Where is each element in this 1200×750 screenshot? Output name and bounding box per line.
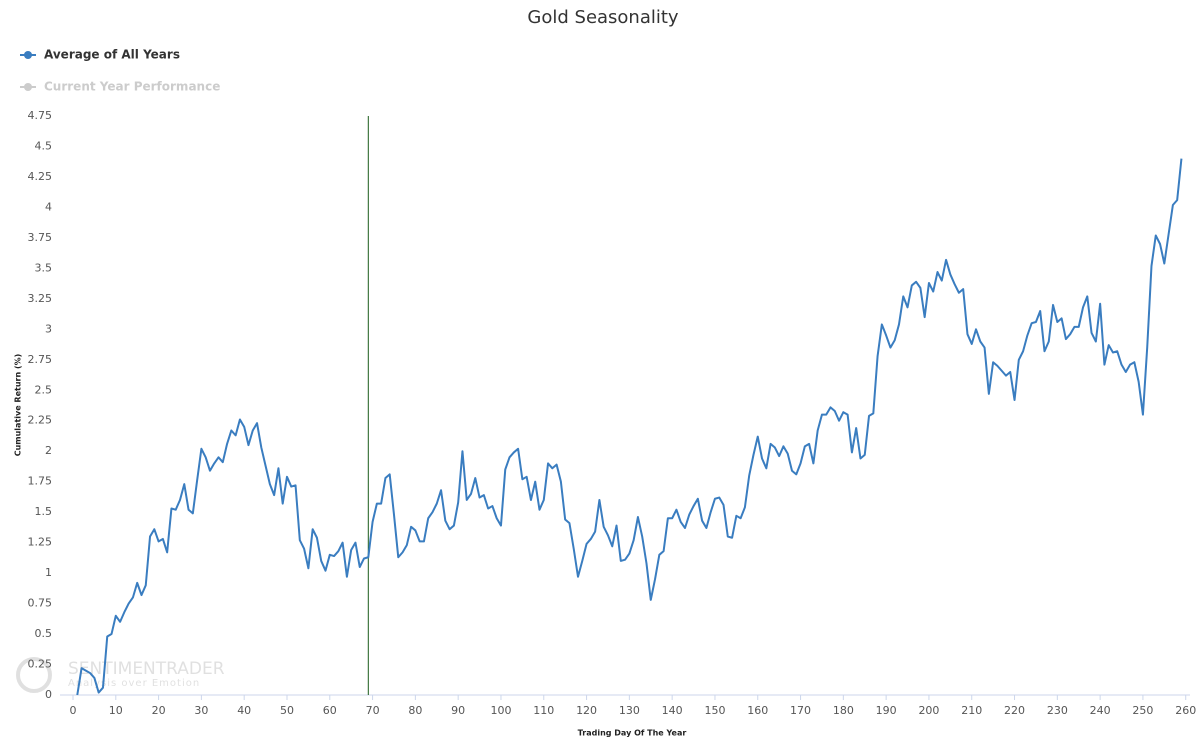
y-tick-label: 3 bbox=[45, 322, 52, 335]
x-tick-label: 50 bbox=[280, 704, 294, 717]
y-tick-label: 4.75 bbox=[28, 109, 53, 122]
y-tick-label: 1 bbox=[45, 566, 52, 579]
x-tick-label: 210 bbox=[961, 704, 982, 717]
x-tick-label: 180 bbox=[833, 704, 854, 717]
legend-label: Average of All Years bbox=[44, 48, 180, 62]
legend-item[interactable]: Average of All Years bbox=[20, 48, 180, 62]
legend-item[interactable]: Current Year Performance bbox=[20, 80, 220, 94]
watermark: SENTIMENTRADER Analysis over Emotion bbox=[16, 657, 225, 693]
x-tick-label: 20 bbox=[152, 704, 166, 717]
data-line bbox=[76, 158, 1183, 696]
x-tick-label: 30 bbox=[194, 704, 208, 717]
x-tick-label: 240 bbox=[1090, 704, 1111, 717]
y-tick-label: 3.5 bbox=[35, 261, 53, 274]
watermark-icon bbox=[16, 657, 52, 693]
x-tick-label: 10 bbox=[109, 704, 123, 717]
x-tick-label: 120 bbox=[576, 704, 597, 717]
x-tick-label: 190 bbox=[876, 704, 897, 717]
x-tick-label: 110 bbox=[533, 704, 554, 717]
x-tick-label: 60 bbox=[323, 704, 337, 717]
watermark-tagline: Analysis over Emotion bbox=[68, 678, 200, 689]
x-tick-label: 150 bbox=[704, 704, 725, 717]
y-tick-label: 1.25 bbox=[28, 536, 53, 549]
y-tick-label: 2.5 bbox=[35, 383, 53, 396]
y-tick-label: 0.25 bbox=[28, 658, 53, 671]
x-tick-label: 170 bbox=[790, 704, 811, 717]
y-axis-title: Cumulative Return (%) bbox=[14, 354, 23, 457]
y-tick-label: 2.25 bbox=[28, 414, 53, 427]
x-tick-label: 200 bbox=[918, 704, 939, 717]
x-tick-label: 220 bbox=[1004, 704, 1025, 717]
y-tick-label: 2.75 bbox=[28, 353, 53, 366]
y-tick-label: 4.5 bbox=[35, 139, 53, 152]
x-tick-label: 160 bbox=[747, 704, 768, 717]
x-tick-label: 80 bbox=[408, 704, 422, 717]
y-tick-label: 0.75 bbox=[28, 597, 53, 610]
x-tick-label: 70 bbox=[366, 704, 380, 717]
y-tick-label: 4 bbox=[45, 200, 52, 213]
watermark-brand: SENTIMENTRADER bbox=[68, 659, 225, 679]
chart-title: Gold Seasonality bbox=[527, 7, 679, 28]
legend-symbol bbox=[24, 83, 32, 91]
y-tick-label: 2 bbox=[45, 444, 52, 457]
x-tick-label: 130 bbox=[619, 704, 640, 717]
y-tick-label: 1.5 bbox=[35, 505, 53, 518]
x-axis-title: Trading Day Of The Year bbox=[578, 729, 687, 738]
x-tick-label: 90 bbox=[451, 704, 465, 717]
y-tick-label: 0.5 bbox=[35, 627, 53, 640]
y-tick-label: 4.25 bbox=[28, 170, 53, 183]
y-tick-label: 1.75 bbox=[28, 475, 53, 488]
x-tick-label: 140 bbox=[662, 704, 683, 717]
y-tick-label: 0 bbox=[45, 688, 52, 701]
y-tick-label: 3.75 bbox=[28, 231, 53, 244]
y-tick-label: 3.25 bbox=[28, 292, 53, 305]
x-tick-label: 100 bbox=[490, 704, 511, 717]
x-tick-label: 260 bbox=[1175, 704, 1196, 717]
x-tick-label: 250 bbox=[1132, 704, 1153, 717]
x-tick-label: 0 bbox=[70, 704, 77, 717]
x-tick-label: 230 bbox=[1047, 704, 1068, 717]
legend-symbol bbox=[24, 51, 32, 59]
legend-label: Current Year Performance bbox=[44, 80, 220, 94]
x-tick-label: 40 bbox=[237, 704, 251, 717]
